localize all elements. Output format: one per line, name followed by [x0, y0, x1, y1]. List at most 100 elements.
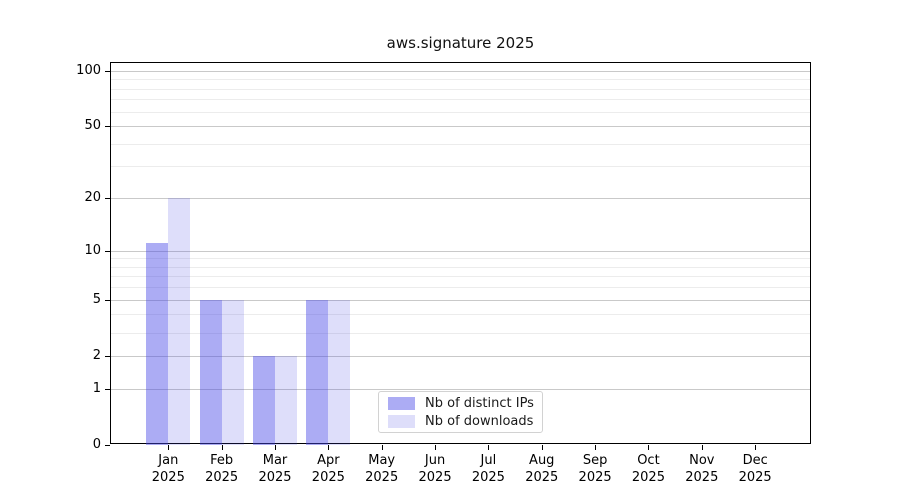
year-label: 2025 [525, 470, 559, 485]
x-tick-label-dec: Dec 2025 [723, 452, 787, 486]
legend-swatch [388, 396, 415, 410]
major-gridline [111, 355, 810, 357]
month-label: Oct [637, 453, 660, 468]
x-tick-mark [648, 445, 650, 450]
x-tick-mark [488, 445, 490, 450]
minor-gridline [111, 99, 810, 101]
x-tick-mark [435, 445, 437, 450]
x-tick-label-aug: Aug 2025 [510, 452, 574, 486]
minor-gridline [111, 111, 810, 113]
x-tick-mark [701, 445, 703, 450]
bar-distinct-ips-apr [306, 299, 329, 445]
minor-gridline [111, 276, 810, 278]
x-tick-label-oct: Oct 2025 [616, 452, 680, 486]
chart-title: aws.signature 2025 [386, 34, 535, 52]
x-tick-mark [275, 445, 276, 450]
month-label: May [368, 453, 396, 468]
x-tick-label-jun: Jun 2025 [403, 452, 467, 486]
x-tick-label-mar: Mar 2025 [243, 452, 307, 486]
x-tick-mark [755, 445, 757, 450]
year-label: 2025 [311, 470, 345, 485]
month-label: Apr [317, 453, 340, 468]
year-label: 2025 [418, 470, 452, 485]
bar-distinct-ips-jan [146, 243, 169, 445]
month-label: Jul [480, 453, 497, 468]
y-tick-label: 20 [84, 190, 101, 206]
year-label: 2025 [258, 470, 292, 485]
x-tick-mark [381, 445, 383, 450]
major-gridline [111, 70, 810, 72]
y-tick-mark [105, 250, 110, 252]
month-label: Feb [210, 453, 234, 468]
bar-downloads-jan [168, 198, 191, 445]
y-tick-mark [105, 70, 110, 72]
y-tick-mark [105, 198, 110, 200]
y-tick-mark [105, 355, 110, 357]
minor-gridline [111, 287, 810, 289]
x-tick-mark [541, 445, 543, 450]
year-label: 2025 [631, 470, 665, 485]
x-tick-label-nov: Nov 2025 [670, 452, 734, 486]
year-label: 2025 [471, 470, 505, 485]
year-label: 2025 [578, 470, 612, 485]
y-tick-label: 100 [76, 62, 101, 78]
minor-gridline [111, 88, 810, 90]
year-label: 2025 [685, 470, 719, 485]
major-gridline [111, 388, 810, 390]
legend: Nb of distinct IPs Nb of downloads [378, 391, 543, 433]
major-gridline [111, 250, 810, 252]
x-tick-label-jul: Jul 2025 [456, 452, 520, 486]
y-tick-mark [105, 126, 110, 128]
x-tick-mark [328, 445, 330, 450]
legend-item: Nb of downloads [388, 414, 542, 429]
x-tick-mark [168, 445, 170, 450]
x-tick-label-sep: Sep 2025 [563, 452, 627, 486]
minor-gridline [111, 314, 810, 316]
year-label: 2025 [205, 470, 239, 485]
y-tick-label: 0 [92, 437, 101, 452]
month-label: Jan [158, 453, 179, 468]
bar-downloads-feb [221, 299, 244, 445]
bar-downloads-apr [328, 299, 351, 445]
y-tick-mark [105, 445, 110, 446]
minor-gridline [111, 166, 810, 168]
bar-distinct-ips-feb [199, 299, 222, 445]
y-tick-mark [105, 388, 110, 390]
y-tick-label: 50 [84, 118, 101, 134]
year-label: 2025 [365, 470, 399, 485]
minor-gridline [111, 266, 810, 268]
x-tick-label-may: May 2025 [350, 452, 414, 486]
major-gridline [111, 198, 810, 200]
y-tick-label: 2 [92, 347, 101, 363]
minor-gridline [111, 79, 810, 81]
y-tick-label: 10 [84, 242, 101, 258]
x-tick-mark [595, 445, 597, 450]
y-tick-label: 5 [92, 291, 101, 307]
legend-label: Nb of downloads [425, 413, 534, 429]
month-label: Mar [262, 453, 288, 468]
x-tick-label-jan: Jan 2025 [136, 452, 200, 486]
month-label: Dec [742, 453, 768, 468]
legend-swatch [388, 414, 415, 428]
y-tick-label: 1 [92, 380, 101, 396]
month-label: Aug [529, 453, 555, 468]
y-tick-mark [105, 299, 110, 301]
month-label: Sep [582, 453, 608, 468]
minor-gridline [111, 258, 810, 260]
minor-gridline [111, 332, 810, 334]
x-tick-label-apr: Apr 2025 [296, 452, 360, 486]
x-tick-mark [221, 445, 223, 450]
bar-distinct-ips-mar [253, 355, 275, 445]
bar-downloads-mar [275, 355, 297, 445]
legend-item: Nb of distinct IPs [388, 396, 542, 411]
minor-gridline [111, 143, 810, 145]
major-gridline [111, 299, 810, 301]
year-label: 2025 [151, 470, 185, 485]
plot-area: 0 1 2 5 10 20 50 100 Jan 2025 Feb 2025 Mar 2025 Apr 202… [76, 62, 811, 485]
month-label: Nov [689, 453, 715, 468]
year-label: 2025 [738, 470, 772, 485]
legend-label: Nb of distinct IPs [425, 395, 534, 411]
major-gridline [111, 126, 810, 128]
month-label: Jun [424, 453, 446, 468]
